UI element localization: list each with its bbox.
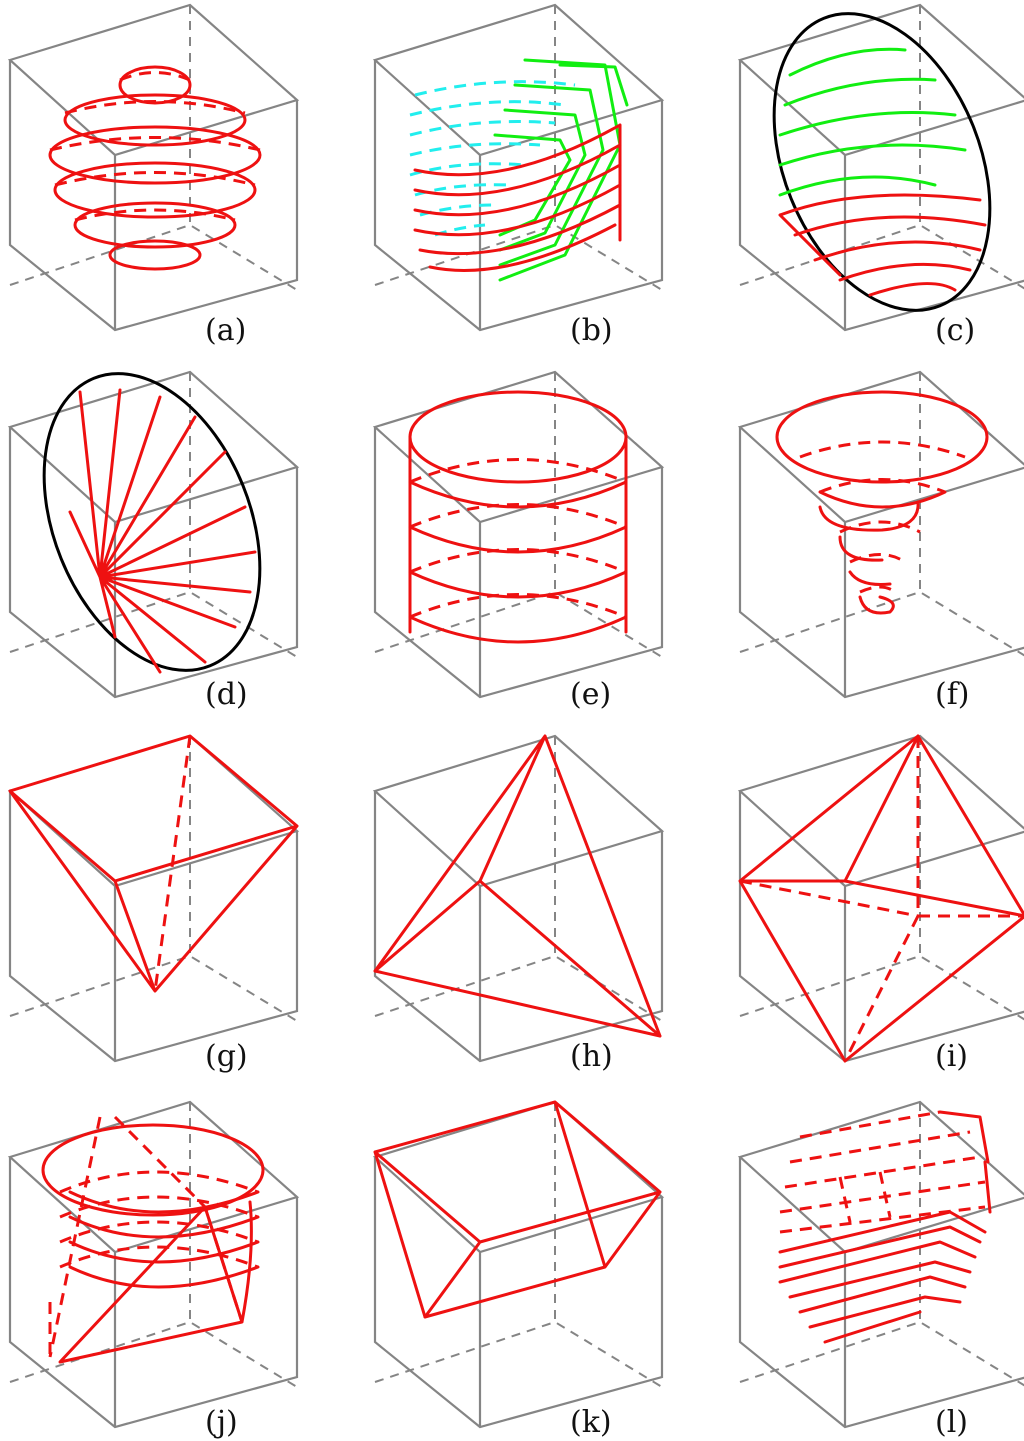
panel-h: (h) [372,734,665,1074]
box-frame [372,370,665,699]
panel-label: (d) [205,677,248,712]
box-frame [737,734,1024,1063]
box-frame [7,3,300,332]
box-frame [372,734,665,1063]
panel-j: (j) [7,1100,300,1440]
octahedron [738,734,1024,1063]
stepped-spiral [778,1110,992,1344]
box-frame [737,1100,1024,1429]
tetrahedron-g [8,734,299,993]
helix-sphere [48,65,262,271]
panel-e: (e) [372,370,665,712]
tetrahedron-h [373,734,662,1038]
cylinder-helix [408,390,628,644]
panel-label: (a) [205,313,246,348]
panel-k: (k) [372,1100,665,1440]
box-frame [7,734,300,1063]
panel-c: (c) [737,3,1024,348]
panel-label: (g) [205,1039,248,1074]
panel-label: (j) [205,1405,238,1440]
panel-label: (e) [570,677,611,712]
disk-rays [42,372,262,674]
box-frame [7,370,300,699]
panel-label: (i) [935,1039,968,1074]
panel-a: (a) [7,3,300,348]
panel-label: (h) [570,1039,613,1074]
box-frame [737,3,1024,332]
panel-d: (d) [7,370,300,712]
twisted-prism [373,1100,662,1319]
panel-label: (k) [570,1405,612,1440]
panel-label: (c) [935,313,975,348]
tilted-disk-spiral [772,12,992,312]
cylinder-and-wedge [41,1115,265,1364]
panel-label: (f) [935,677,970,712]
panel-g: (g) [7,734,300,1074]
panel-i: (i) [737,734,1024,1074]
panel-label: (l) [935,1405,968,1440]
panel-b: (b) [372,3,665,348]
cube-spiral-faces [409,58,629,282]
cone-spiral [775,390,989,615]
panel-l: (l) [737,1100,1024,1440]
panel-f: (f) [737,370,1024,712]
box-frame [372,1100,665,1429]
panel-label: (b) [570,313,613,348]
